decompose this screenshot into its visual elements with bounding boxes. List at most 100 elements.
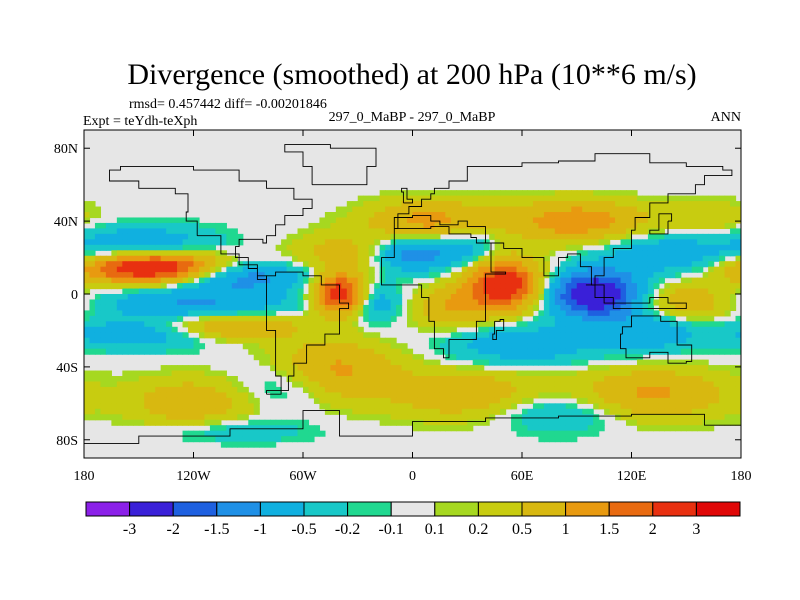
field-cell	[680, 304, 687, 311]
field-cell	[686, 233, 693, 240]
field-cell	[461, 397, 468, 404]
field-cell	[319, 233, 326, 240]
field-cell	[560, 206, 567, 213]
field-cell	[708, 212, 715, 219]
field-cell	[352, 233, 359, 240]
field-cell	[352, 408, 359, 415]
field-cell	[620, 370, 627, 377]
field-cell	[516, 359, 523, 366]
field-cell	[658, 261, 665, 268]
field-cell	[730, 266, 737, 273]
field-cell	[653, 283, 660, 290]
field-cell	[571, 212, 578, 219]
field-cell	[198, 233, 206, 240]
field-cell	[702, 277, 709, 284]
field-cell	[713, 217, 720, 224]
field-cell	[587, 376, 594, 383]
field-cell	[215, 222, 222, 229]
field-cell	[593, 266, 600, 273]
field-cell	[149, 283, 156, 290]
field-cell	[691, 250, 698, 257]
field-cell	[363, 343, 370, 350]
field-cell	[653, 299, 660, 306]
field-cell	[259, 425, 266, 432]
field-cell	[604, 277, 611, 284]
field-cell	[171, 332, 178, 339]
field-cell	[500, 397, 507, 404]
field-cell	[352, 261, 359, 268]
field-cell	[730, 348, 737, 355]
field-cell	[626, 228, 633, 235]
field-cell	[330, 228, 337, 235]
field-cell	[281, 272, 288, 279]
field-cell	[94, 321, 102, 328]
field-cell	[626, 403, 633, 410]
field-cell	[669, 195, 676, 202]
field-cell	[576, 206, 583, 213]
field-cell	[155, 337, 162, 344]
field-cell	[412, 310, 419, 317]
field-cell	[702, 244, 709, 251]
field-cell	[286, 277, 293, 284]
field-cell	[138, 255, 145, 262]
field-cell	[516, 419, 523, 426]
field-cell	[697, 266, 704, 273]
field-cell	[489, 212, 496, 219]
field-cell	[220, 370, 227, 377]
field-cell	[385, 299, 392, 306]
field-cell	[346, 239, 353, 246]
field-cell	[423, 190, 430, 197]
field-cell	[352, 315, 359, 322]
field-cell	[658, 376, 665, 383]
field-cell	[149, 392, 156, 399]
colorbar-label: -1.5	[204, 521, 229, 538]
field-cell	[669, 250, 676, 257]
field-cell	[494, 250, 501, 257]
field-cell	[407, 397, 414, 404]
field-cell	[357, 386, 364, 393]
field-cell	[319, 217, 326, 224]
field-cell	[275, 425, 282, 432]
field-cell	[669, 239, 676, 246]
field-cell	[686, 332, 693, 339]
field-cell	[155, 266, 162, 273]
field-cell	[171, 326, 178, 333]
field-cell	[428, 386, 435, 393]
field-cell	[609, 266, 616, 273]
field-cell	[275, 277, 282, 284]
field-cell	[664, 283, 671, 290]
field-cell	[330, 332, 337, 339]
field-cell	[89, 244, 96, 251]
field-cell	[571, 294, 578, 301]
field-cell	[374, 239, 381, 246]
field-cell	[713, 326, 720, 333]
field-cell	[198, 343, 206, 350]
field-cell	[543, 425, 550, 432]
field-cell	[658, 288, 665, 295]
field-cell	[489, 392, 496, 399]
field-cell	[100, 233, 107, 240]
field-cell	[735, 370, 741, 377]
field-cell	[313, 266, 321, 273]
field-cell	[286, 337, 293, 344]
field-cell	[489, 321, 496, 328]
field-cell	[576, 321, 583, 328]
field-cell	[379, 222, 386, 229]
field-cell	[516, 206, 523, 213]
field-cell	[368, 217, 375, 224]
field-cell	[198, 397, 206, 404]
field-cell	[636, 299, 644, 306]
field-cell	[412, 408, 419, 415]
field-cell	[417, 283, 425, 290]
field-cell	[352, 255, 359, 262]
field-cell	[445, 222, 452, 229]
field-cell	[560, 272, 567, 279]
field-cell	[122, 321, 129, 328]
field-cell	[428, 425, 435, 432]
field-cell	[467, 414, 474, 421]
field-cell	[182, 386, 189, 393]
field-cell	[133, 266, 140, 273]
field-cell	[713, 397, 720, 404]
field-cell	[494, 195, 501, 202]
field-cell	[116, 414, 123, 421]
